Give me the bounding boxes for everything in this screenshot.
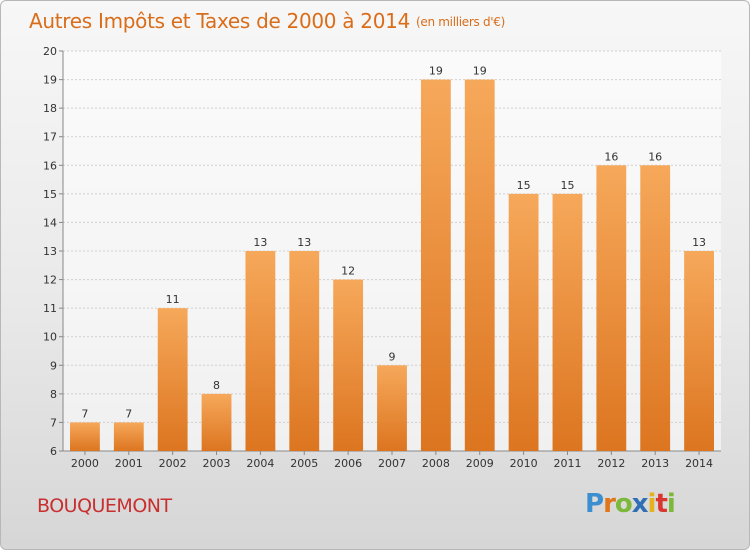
x-tick-label: 2005: [290, 457, 318, 470]
bar-value-label: 15: [517, 179, 531, 192]
x-tick-label: 2012: [597, 457, 625, 470]
logo-letter: o: [614, 489, 633, 519]
logo-letter: i: [666, 489, 676, 519]
bar-value-label: 15: [560, 179, 574, 192]
x-tick-label: 2013: [641, 457, 669, 470]
x-tick-label: 2002: [159, 457, 187, 470]
bar: [289, 251, 320, 451]
bar-value-label: 19: [473, 65, 487, 78]
y-tick-label: 15: [43, 188, 57, 201]
bar: [157, 308, 188, 451]
chart-title-text: Autres Impôts et Taxes de 2000 à 2014: [29, 9, 410, 33]
chart-unit: (en milliers d'€): [416, 15, 506, 29]
bar: [333, 279, 364, 451]
x-tick-label: 2004: [246, 457, 274, 470]
x-tick-label: 2014: [685, 457, 713, 470]
x-tick-label: 2008: [422, 457, 450, 470]
bar: [245, 251, 276, 451]
bar: [640, 165, 671, 452]
bar: [420, 79, 451, 452]
y-tick-label: 12: [43, 274, 57, 287]
y-tick-label: 18: [43, 102, 57, 115]
logo-letter: t: [655, 489, 667, 519]
x-tick-label: 2006: [334, 457, 362, 470]
bar-value-label: 19: [429, 65, 443, 78]
y-tick-label: 17: [43, 131, 57, 144]
bar-value-label: 13: [692, 236, 706, 249]
bar-value-label: 13: [297, 236, 311, 249]
bar-value-label: 7: [125, 407, 132, 420]
y-tick-label: 16: [43, 159, 57, 172]
y-tick-label: 13: [43, 245, 57, 258]
bar-value-label: 12: [341, 265, 355, 278]
logo-letter: r: [603, 489, 616, 519]
chart-title: Autres Impôts et Taxes de 2000 à 2014 (en…: [29, 9, 505, 33]
bar: [201, 393, 232, 451]
proxiti-logo: Proxiti: [585, 489, 676, 519]
bar-value-label: 11: [166, 293, 180, 306]
x-tick-label: 2000: [71, 457, 99, 470]
x-tick-label: 2011: [553, 457, 581, 470]
logo-letter: i: [647, 489, 657, 519]
y-tick-label: 6: [50, 445, 57, 458]
bar: [113, 422, 144, 451]
y-tick-label: 7: [50, 416, 57, 429]
bar: [684, 251, 714, 451]
bar: [552, 193, 583, 451]
logo-letter: x: [631, 489, 649, 519]
bar-value-label: 16: [648, 150, 662, 163]
y-tick-label: 8: [50, 388, 57, 401]
y-tick-label: 19: [43, 74, 57, 87]
x-tick-label: 2003: [203, 457, 231, 470]
bar-value-label: 13: [253, 236, 267, 249]
bar: [70, 422, 100, 451]
y-tick-label: 11: [43, 302, 57, 315]
y-tick-label: 9: [50, 359, 57, 372]
x-tick-label: 2001: [115, 457, 143, 470]
bar-value-label: 16: [604, 150, 618, 163]
bar: [596, 165, 627, 452]
town-name: BOUQUEMONT: [37, 495, 172, 517]
bar-value-label: 9: [389, 350, 396, 363]
y-tick-label: 14: [43, 216, 57, 229]
bar: [377, 365, 407, 451]
x-tick-label: 2009: [466, 457, 494, 470]
bar-value-label: 7: [81, 407, 88, 420]
y-tick-label: 20: [43, 45, 57, 58]
bar: [464, 79, 495, 452]
x-tick-label: 2007: [378, 457, 406, 470]
y-tick-label: 10: [43, 331, 57, 344]
x-tick-label: 2010: [510, 457, 538, 470]
bar: [508, 193, 539, 451]
bar-value-label: 8: [213, 379, 220, 392]
logo-letter: P: [585, 489, 604, 519]
